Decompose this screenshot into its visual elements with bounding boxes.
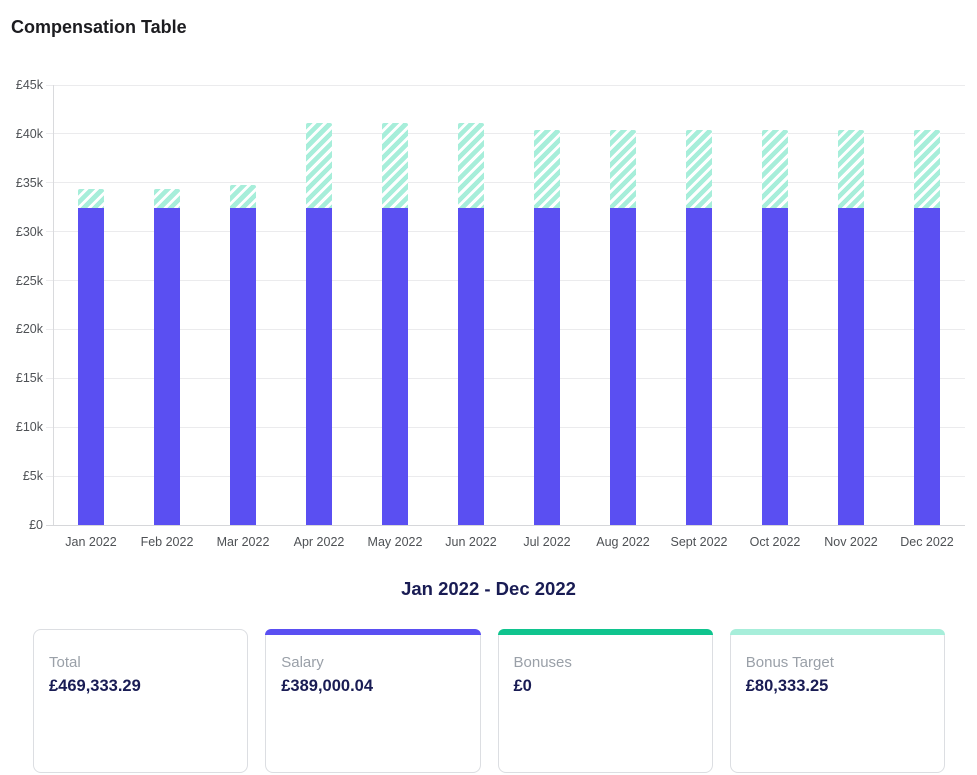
y-axis-tick-label: £35k — [15, 175, 43, 190]
y-axis-tick-label: £20k — [15, 322, 43, 337]
y-axis-tick-label: £5k — [22, 469, 43, 484]
bonus-target-bar[interactable] — [458, 123, 484, 209]
gridline — [46, 328, 965, 330]
salary-bar[interactable] — [306, 208, 332, 525]
chart-date-range-subtitle: Jan 2022 - Dec 2022 — [401, 578, 576, 599]
gridline — [46, 280, 965, 282]
salary-bar[interactable] — [914, 208, 940, 525]
gridline — [46, 377, 965, 379]
salary-bar[interactable] — [534, 208, 560, 525]
x-axis-tick-label: Jul 2022 — [523, 535, 571, 549]
x-axis-tick-label: Dec 2022 — [900, 535, 954, 549]
salary-bar[interactable] — [838, 208, 864, 525]
y-axis-tick-label: £25k — [15, 273, 43, 288]
card-value: £80,333.25 — [745, 677, 829, 695]
y-axis-tick-label: £10k — [15, 420, 43, 435]
salary-bar[interactable] — [686, 208, 712, 525]
y-axis-tick-label: £40k — [15, 126, 43, 141]
x-axis-tick-label: Feb 2022 — [140, 535, 194, 549]
x-axis-tick-label: Sept 2022 — [670, 535, 728, 549]
y-axis-tick-label: £0 — [29, 518, 43, 532]
salary-bar[interactable] — [382, 208, 408, 525]
salary-bar[interactable] — [230, 208, 256, 525]
y-axis-tick-label: £15k — [15, 371, 43, 386]
card-accent-bar — [729, 629, 945, 635]
summary-card-bonus-target: Bonus Target £80,333.25 — [729, 629, 945, 773]
y-axis-line — [53, 85, 54, 525]
bonus-target-bar[interactable] — [610, 129, 636, 209]
bonus-target-bar[interactable] — [306, 123, 332, 209]
card-value: £389,000.04 — [281, 677, 374, 695]
gridline — [46, 182, 965, 184]
page-title: Compensation Table — [11, 17, 187, 37]
summary-card-salary: Salary £389,000.04 — [265, 629, 481, 773]
x-axis-tick-label: Oct 2022 — [749, 535, 801, 549]
bonus-target-bar[interactable] — [382, 123, 408, 209]
summary-cards-row: Total £469,333.29 Salary £389,000.04 Bon… — [33, 629, 945, 773]
bonus-target-bar[interactable] — [534, 129, 560, 209]
gridline — [46, 231, 965, 233]
y-axis-tick-label: £30k — [15, 224, 43, 239]
salary-bar[interactable] — [762, 208, 788, 525]
y-axis-tick-label: £45k — [15, 78, 43, 92]
bonus-target-bar[interactable] — [154, 188, 180, 209]
x-axis-tick-label: Mar 2022 — [216, 535, 270, 549]
salary-bar[interactable] — [78, 208, 104, 525]
compensation-chart-plot-area: £0 £5k £10k £15k £20k £25k £30k £35k £40k £45k Jan… — [16, 78, 965, 549]
x-axis-tick-label: Jun 2022 — [445, 535, 497, 549]
card-accent-bar — [265, 629, 481, 635]
card-accent-bar — [497, 629, 713, 635]
summary-card-bonuses: Bonuses £0 — [497, 629, 713, 773]
summary-card-total: Total £469,333.29 — [33, 629, 249, 773]
gridline — [46, 475, 965, 477]
bonus-target-bar[interactable] — [78, 188, 104, 209]
x-axis-tick-label: Nov 2022 — [824, 535, 878, 549]
bonus-target-bar[interactable] — [838, 129, 864, 209]
gridline — [46, 84, 965, 86]
x-axis-tick-label: Jan 2022 — [65, 535, 117, 549]
bonus-target-bar[interactable] — [686, 129, 712, 209]
gridline — [46, 426, 965, 428]
x-axis-tick-label: Apr 2022 — [293, 535, 345, 549]
card-label: Bonuses — [513, 654, 572, 671]
bonus-target-bar[interactable] — [230, 185, 256, 209]
gridline — [46, 133, 965, 135]
salary-bar[interactable] — [154, 208, 180, 525]
salary-bar[interactable] — [610, 208, 636, 525]
salary-bar[interactable] — [458, 208, 484, 525]
x-axis-tick-label: May 2022 — [367, 535, 423, 549]
card-value: £0 — [513, 677, 532, 695]
card-label: Salary — [281, 654, 324, 671]
card-label: Total — [49, 654, 81, 671]
card-value: £469,333.29 — [49, 677, 141, 695]
bonus-target-bar[interactable] — [762, 129, 788, 209]
gridline — [46, 524, 965, 526]
card-label: Bonus Target — [745, 654, 834, 671]
bonus-target-bar[interactable] — [914, 129, 940, 209]
x-axis-tick-label: Aug 2022 — [596, 535, 650, 549]
